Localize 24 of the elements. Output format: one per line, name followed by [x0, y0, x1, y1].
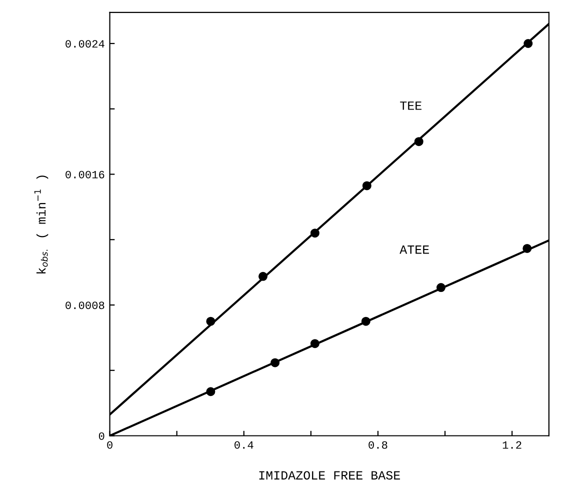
y-tick-label: 0.0016	[66, 170, 104, 178]
point	[361, 316, 370, 326]
annotation: TEE	[400, 102, 422, 110]
point	[310, 228, 320, 238]
x-tick-label: 1.2	[502, 441, 522, 449]
point	[206, 387, 216, 396]
y-tick-label: 0.0024	[66, 40, 104, 48]
point	[522, 244, 532, 253]
point	[436, 283, 446, 292]
point	[310, 339, 320, 348]
point	[362, 181, 372, 190]
text: k$_{obs.}$ ( min$^{−1}$ )	[34, 176, 48, 274]
x-tick-label: 0.4	[234, 441, 254, 449]
annotation: ATEE	[400, 245, 429, 254]
y-tick-label: 0	[98, 432, 104, 440]
point	[206, 316, 216, 326]
point	[414, 137, 424, 146]
x-axis-title: IMIDAZOLE FREE BASE	[259, 471, 400, 480]
x-tick-label: 0	[107, 441, 112, 449]
point	[258, 272, 268, 281]
point	[524, 39, 533, 48]
y-tick-label: 0.0008	[66, 302, 104, 310]
x-tick-label: 0.8	[368, 441, 388, 449]
point	[270, 358, 280, 368]
